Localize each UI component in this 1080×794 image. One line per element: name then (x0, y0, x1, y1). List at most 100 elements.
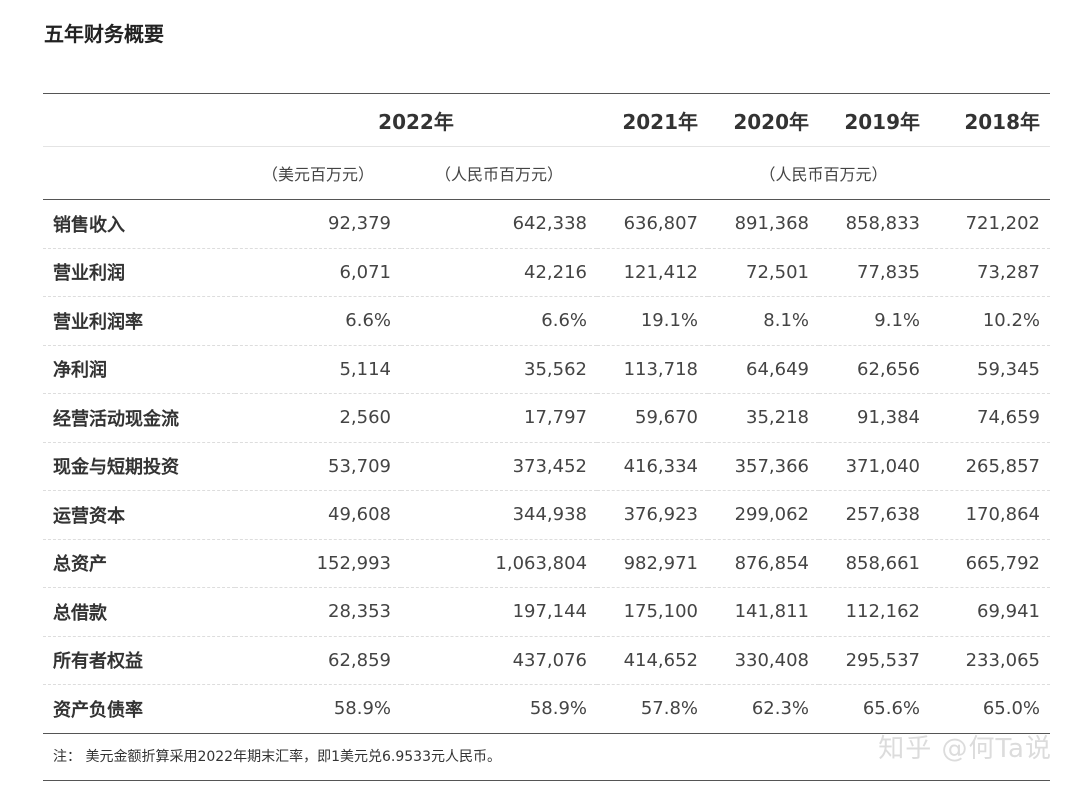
row-value: 152,993 (235, 539, 401, 588)
row-value: 5,114 (235, 345, 401, 394)
unit-rmb-historical: （人民币百万元） (597, 146, 1051, 200)
row-value: 59,670 (597, 393, 709, 443)
watermark: 知乎 @何Ta说 (878, 734, 1052, 764)
row-value: 344,938 (401, 490, 598, 540)
row-value: 257,638 (819, 490, 931, 540)
row-value: 642,338 (401, 199, 598, 249)
unit-usd: （美元百万元） (235, 146, 401, 200)
row-label: 现金与短期投资 (43, 442, 235, 491)
row-value: 2,560 (235, 393, 401, 443)
row-value: 19.1% (597, 296, 709, 346)
row-value: 10.2% (930, 296, 1051, 346)
row-value: 74,659 (930, 393, 1051, 443)
year-header-row: 2022年 2021年 2020年 2019年 2018年 (43, 93, 1051, 147)
row-label: 总资产 (43, 539, 235, 588)
row-value: 858,833 (819, 199, 931, 249)
table-row: 总资产 152,993 1,063,804 982,971 876,854 858,661… (43, 539, 1051, 588)
row-value: 65.0% (930, 684, 1051, 734)
row-value: 42,216 (401, 248, 598, 297)
row-value: 59,345 (930, 345, 1051, 394)
table-row: 营业利润率 6.6% 6.6% 19.1% 8.1% 9.1% 10.2% (43, 296, 1051, 346)
row-value: 53,709 (235, 442, 401, 491)
table-row: 资产负债率 58.9% 58.9% 57.8% 62.3% 65.6% 65.0% (43, 684, 1051, 734)
row-value: 35,218 (708, 393, 820, 443)
row-value: 876,854 (708, 539, 820, 588)
header-blank (43, 93, 235, 147)
row-value: 73,287 (930, 248, 1051, 297)
footnote: 注： 美元金额折算采用2022年期末汇率，即1美元兑6.9533元人民币。 (53, 749, 501, 765)
financial-summary-table: 2022年 2021年 2020年 2019年 2018年 （美元百万元） （人… (43, 93, 1051, 734)
year-2018-header: 2018年 (930, 93, 1051, 147)
row-value: 112,162 (819, 587, 931, 637)
row-value: 376,923 (597, 490, 709, 540)
row-value: 77,835 (819, 248, 931, 297)
table-row: 营业利润 6,071 42,216 121,412 72,501 77,835 73,287 (43, 248, 1051, 297)
year-2022-header: 2022年 (235, 93, 598, 147)
table-row: 所有者权益 62,859 437,076 414,652 330,408 295,537 2… (43, 636, 1051, 685)
row-value: 65.6% (819, 684, 931, 734)
row-value: 299,062 (708, 490, 820, 540)
row-value: 58.9% (401, 684, 598, 734)
table-row: 净利润 5,114 35,562 113,718 64,649 62,656 59,345 (43, 345, 1051, 394)
row-value: 437,076 (401, 636, 598, 685)
row-value: 721,202 (930, 199, 1051, 249)
row-value: 6.6% (401, 296, 598, 346)
row-label: 销售收入 (43, 199, 235, 249)
row-value: 58.9% (235, 684, 401, 734)
row-value: 891,368 (708, 199, 820, 249)
row-value: 64,649 (708, 345, 820, 394)
row-value: 6,071 (235, 248, 401, 297)
row-value: 8.1% (708, 296, 820, 346)
row-value: 1,063,804 (401, 539, 598, 588)
row-value: 170,864 (930, 490, 1051, 540)
row-value: 858,661 (819, 539, 931, 588)
row-label: 运营资本 (43, 490, 235, 540)
row-value: 6.6% (235, 296, 401, 346)
year-2019-header: 2019年 (819, 93, 931, 147)
bottom-rule (43, 780, 1050, 781)
row-label: 资产负债率 (43, 684, 235, 734)
row-value: 265,857 (930, 442, 1051, 491)
table-row: 经营活动现金流 2,560 17,797 59,670 35,218 91,384 74,6… (43, 393, 1051, 443)
row-value: 49,608 (235, 490, 401, 540)
year-2020-header: 2020年 (708, 93, 820, 147)
row-value: 69,941 (930, 587, 1051, 637)
row-value: 62,859 (235, 636, 401, 685)
row-value: 72,501 (708, 248, 820, 297)
row-value: 414,652 (597, 636, 709, 685)
row-value: 636,807 (597, 199, 709, 249)
year-2021-header: 2021年 (597, 93, 709, 147)
table-body: 销售收入 92,379 642,338 636,807 891,368 858,833 72… (43, 199, 1051, 734)
unit-rmb-2022: （人民币百万元） (401, 146, 598, 200)
page-title: 五年财务概要 (44, 22, 164, 46)
unit-blank (43, 146, 235, 200)
row-value: 113,718 (597, 345, 709, 394)
row-value: 371,040 (819, 442, 931, 491)
row-value: 28,353 (235, 587, 401, 637)
row-value: 175,100 (597, 587, 709, 637)
row-label: 营业利润 (43, 248, 235, 297)
table-row: 销售收入 92,379 642,338 636,807 891,368 858,833 72… (43, 199, 1051, 249)
row-value: 416,334 (597, 442, 709, 491)
row-value: 9.1% (819, 296, 931, 346)
row-value: 665,792 (930, 539, 1051, 588)
row-value: 141,811 (708, 587, 820, 637)
row-value: 982,971 (597, 539, 709, 588)
row-value: 91,384 (819, 393, 931, 443)
unit-header-row: （美元百万元） （人民币百万元） （人民币百万元） (43, 146, 1051, 200)
row-label: 营业利润率 (43, 296, 235, 346)
row-value: 35,562 (401, 345, 598, 394)
table-row: 运营资本 49,608 344,938 376,923 299,062 257,638 17… (43, 490, 1051, 540)
row-value: 295,537 (819, 636, 931, 685)
row-value: 357,366 (708, 442, 820, 491)
table-row: 总借款 28,353 197,144 175,100 141,811 112,162 69,… (43, 587, 1051, 637)
table-row: 现金与短期投资 53,709 373,452 416,334 357,366 371,04… (43, 442, 1051, 491)
row-value: 121,412 (597, 248, 709, 297)
row-label: 总借款 (43, 587, 235, 637)
row-value: 92,379 (235, 199, 401, 249)
row-label: 所有者权益 (43, 636, 235, 685)
row-value: 62.3% (708, 684, 820, 734)
row-value: 62,656 (819, 345, 931, 394)
row-value: 57.8% (597, 684, 709, 734)
